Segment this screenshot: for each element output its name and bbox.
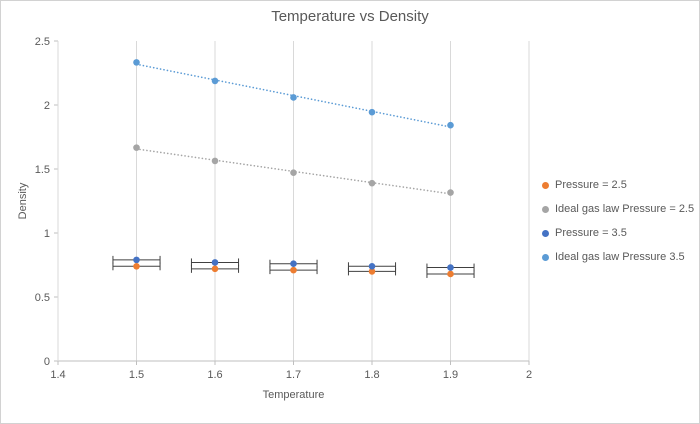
data-point: [447, 264, 454, 271]
legend-item[interactable]: Ideal gas law Pressure = 2.5: [542, 203, 694, 215]
legend-label: Pressure = 3.5: [555, 227, 627, 239]
y-tick-label: 0.5: [35, 292, 50, 304]
y-axis-label: Density: [17, 182, 29, 220]
data-point: [133, 262, 140, 270]
legend-swatch-icon: [542, 181, 549, 189]
x-axis-label: Temperature: [262, 389, 325, 401]
data-point: [290, 169, 297, 177]
x-tick-label: 1.7: [286, 369, 301, 381]
data-point: [133, 144, 140, 151]
data-point: [211, 265, 219, 273]
data-point: [211, 77, 219, 85]
data-point: [447, 189, 454, 196]
legend-label: Pressure = 2.5: [555, 179, 627, 191]
legend-swatch-icon: [542, 205, 549, 213]
data-point: [290, 266, 297, 274]
legend-item[interactable]: Pressure = 2.5: [542, 179, 694, 191]
data-point: [290, 260, 297, 268]
legend-swatch-icon: [542, 253, 549, 261]
trendline: [135, 148, 452, 195]
legend: Pressure = 2.5 Ideal gas law Pressure = 2…: [542, 179, 694, 263]
data-point: [133, 256, 140, 264]
chart-title: Temperature vs Density: [271, 8, 429, 25]
y-tick-label: 2.5: [35, 36, 50, 48]
y-tick-label: 1: [44, 228, 50, 240]
x-tick-label: 2: [526, 369, 532, 381]
data-point: [211, 259, 219, 266]
data-point: [368, 179, 376, 187]
data-point: [368, 108, 376, 116]
x-tick-label: 1.9: [443, 369, 458, 381]
legend-swatch-icon: [542, 229, 549, 237]
y-tick-label: 0: [44, 356, 50, 368]
data-point: [368, 262, 376, 270]
x-tick-label: 1.6: [207, 369, 222, 381]
legend-item[interactable]: Pressure = 3.5: [542, 227, 694, 239]
data-point: [211, 157, 219, 165]
x-tick-label: 1.5: [129, 369, 144, 381]
data-point: [447, 121, 454, 129]
x-tick-label: 1.8: [364, 369, 379, 381]
y-tick-label: 2: [44, 100, 50, 112]
legend-item[interactable]: Ideal gas law Pressure 3.5: [542, 251, 694, 263]
data-point: [133, 59, 140, 66]
x-tick-label: 1.4: [50, 369, 65, 381]
trendline: [135, 63, 452, 128]
legend-label: Ideal gas law Pressure 3.5: [555, 251, 685, 263]
data-point: [368, 268, 376, 275]
y-tick-label: 1.5: [35, 164, 50, 176]
data-point: [290, 94, 297, 101]
legend-label: Ideal gas law Pressure = 2.5: [555, 203, 695, 215]
data-point: [447, 270, 454, 278]
